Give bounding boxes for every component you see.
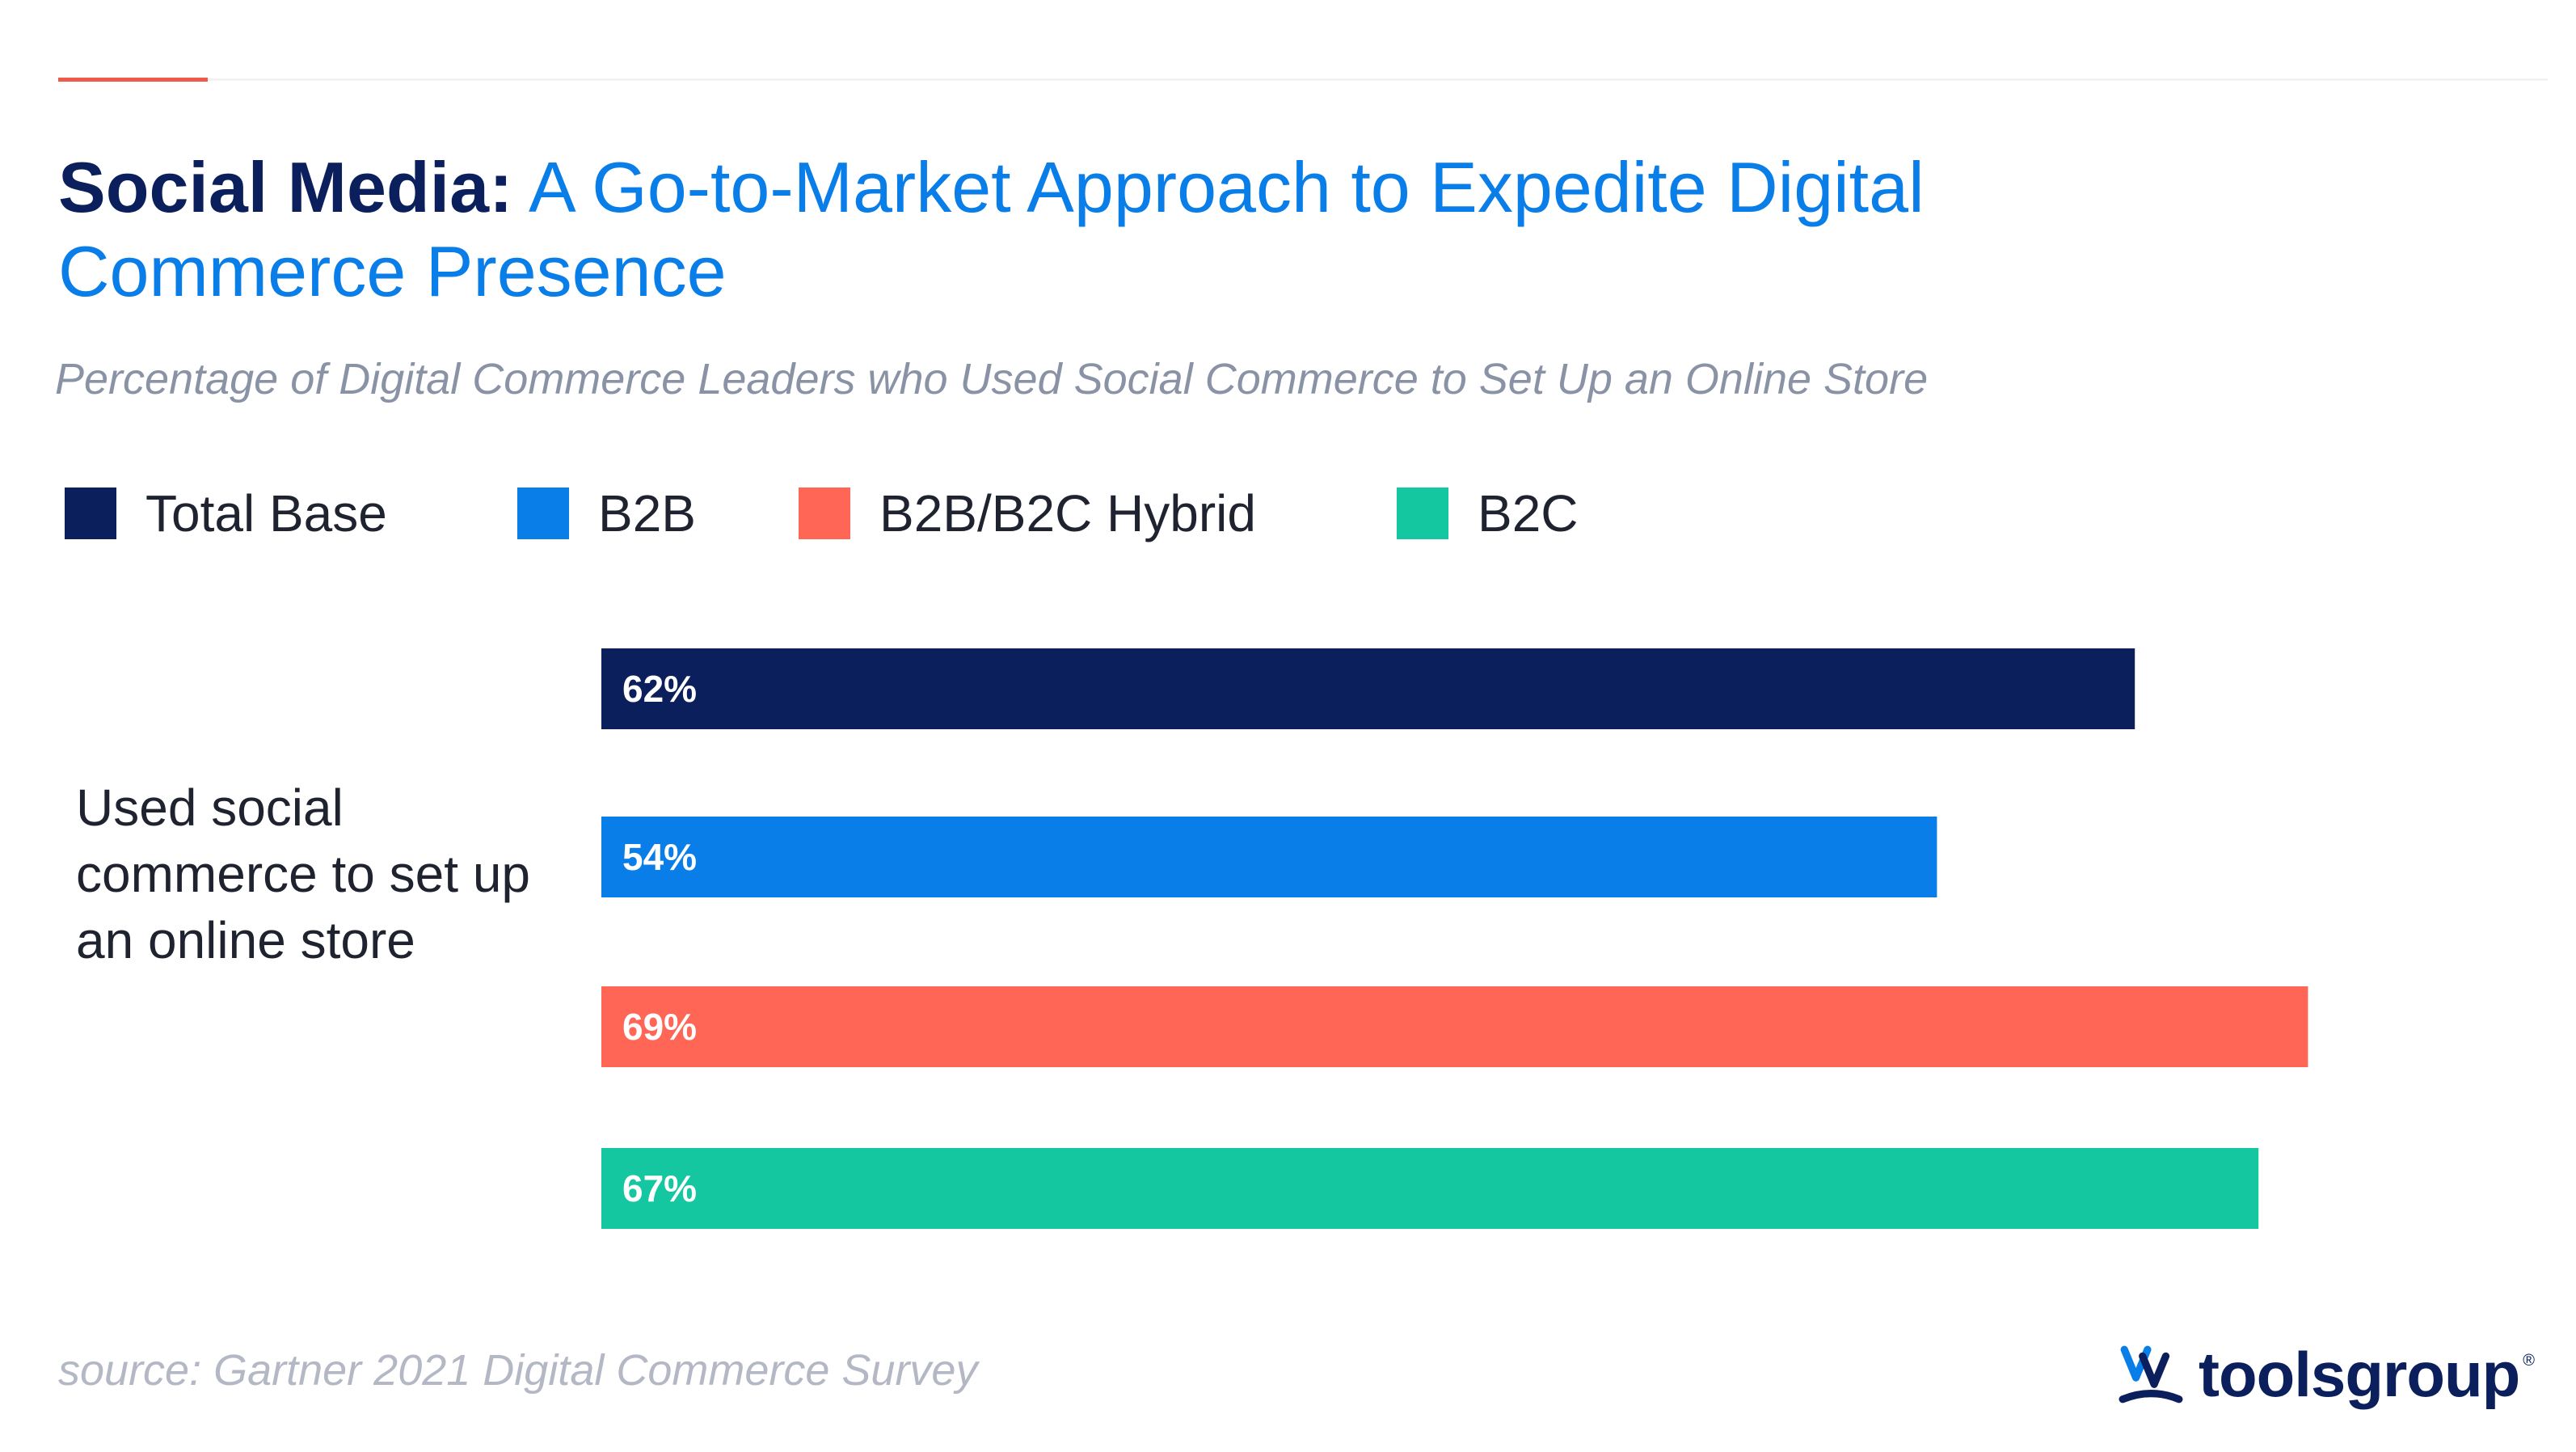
brand-name: toolsgroup xyxy=(2199,1338,2520,1410)
legend-swatch-total-base xyxy=(65,488,116,539)
title-rest: A Go-to-Market Approach to Expedite Digi… xyxy=(58,147,1925,311)
legend-swatch-b2c xyxy=(1397,488,1448,539)
bar-b2b xyxy=(601,817,1937,897)
data-label-b2b: 54% xyxy=(622,836,697,878)
legend-item-b2b: B2B xyxy=(517,484,696,542)
bar-total-base xyxy=(601,648,2135,729)
data-label-b2c: 67% xyxy=(622,1167,697,1209)
chart-subtitle: Percentage of Digital Commerce Leaders w… xyxy=(55,355,1929,403)
title-lead: Social Media: xyxy=(58,147,513,227)
reg-icon: ® xyxy=(2523,1352,2536,1370)
category-label: Used social commerce to set up an online… xyxy=(76,779,530,969)
source-note: source: Gartner 2021 Digital Commerce Su… xyxy=(58,1346,978,1395)
brand-logo: toolsgroup ® xyxy=(2118,1334,2535,1415)
page-title: Social Media: A Go-to-Market Approach to… xyxy=(58,146,2160,314)
bar-b2b-b2c-hybrid xyxy=(601,986,2308,1067)
legend-swatch-b2b xyxy=(517,488,569,539)
top-divider xyxy=(58,78,2548,81)
top-accent-bar xyxy=(58,78,208,82)
legend-item-hybrid: B2B/B2C Hybrid xyxy=(799,484,1256,542)
legend-label-b2b: B2B xyxy=(598,484,696,542)
bar-b2c xyxy=(601,1148,2259,1229)
legend-item-b2c: B2C xyxy=(1397,484,1579,542)
chart-legend: Total Base B2B B2B/B2C Hybrid B2C xyxy=(65,484,2166,542)
toolsgroup-logo-icon xyxy=(2119,1345,2183,1403)
data-label-b2b-b2c-hybrid: 69% xyxy=(622,1006,697,1048)
data-label-total-base: 62% xyxy=(622,668,697,710)
legend-swatch-hybrid xyxy=(799,488,850,539)
legend-label-total-base: Total Base xyxy=(145,484,387,542)
legend-item-total-base: Total Base xyxy=(65,484,387,542)
legend-label-hybrid: B2B/B2C Hybrid xyxy=(879,484,1256,542)
legend-label-b2c: B2C xyxy=(1478,484,1579,542)
